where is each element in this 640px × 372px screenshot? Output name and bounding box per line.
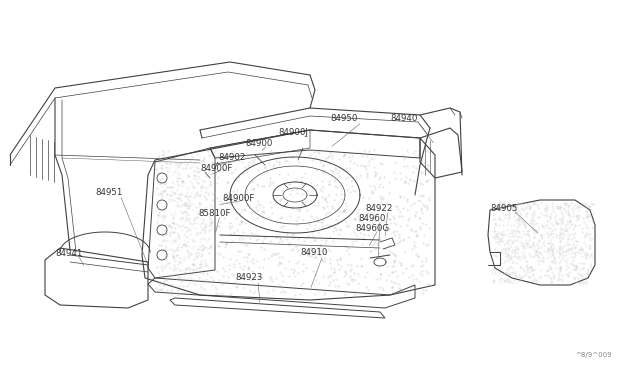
Text: 84905: 84905 [490, 203, 517, 212]
Text: 84960: 84960 [358, 214, 385, 222]
Text: 84941: 84941 [55, 248, 83, 257]
Text: 84923: 84923 [235, 273, 262, 282]
Text: 84922: 84922 [365, 203, 392, 212]
Text: 84910: 84910 [300, 247, 328, 257]
Text: 84900: 84900 [245, 138, 273, 148]
Text: 84900J: 84900J [278, 128, 308, 137]
Text: 84902: 84902 [218, 153, 245, 161]
Text: ^8/9^009: ^8/9^009 [575, 352, 612, 358]
Text: 85810F: 85810F [198, 208, 230, 218]
Text: 84950: 84950 [330, 113, 357, 122]
Text: 84900F: 84900F [222, 193, 254, 202]
Text: 84960G: 84960G [355, 224, 389, 232]
Text: 84940: 84940 [390, 113, 417, 122]
Text: 84900F: 84900F [200, 164, 232, 173]
Text: 84951: 84951 [95, 187, 122, 196]
